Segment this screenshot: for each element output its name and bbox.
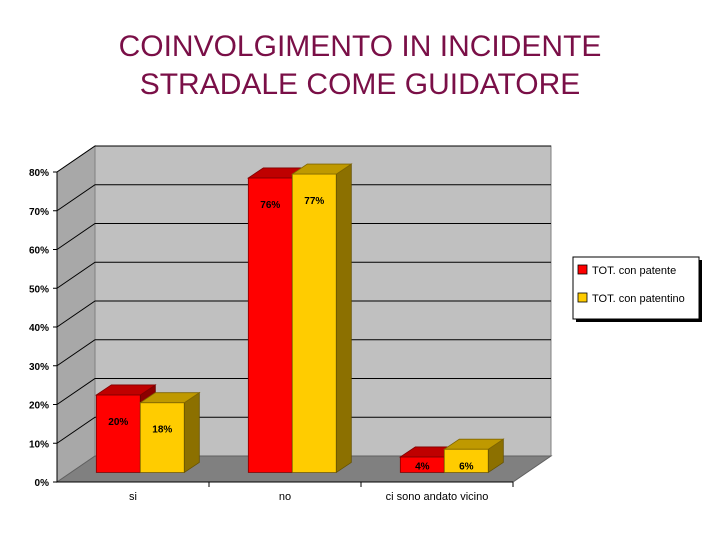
bar-front [247,177,293,473]
data-label: 77% [304,196,324,207]
y-tick-label: 60% [29,246,49,257]
gridlines [56,145,551,444]
data-label: 18% [152,425,172,436]
y-tick-label: 70% [29,207,49,218]
data-label: 20% [108,417,128,428]
bar-side [183,391,200,474]
title-line-2: STRADALE COME GUIDATORE [139,68,581,101]
gridline [56,300,551,328]
legend-label: TOT. con patente [592,265,676,277]
bar-side [335,163,352,474]
gridline [56,378,551,405]
data-label: 4% [415,461,430,472]
gridline [56,184,551,212]
bars: 20% 18% 76% 77% 4% 6% [94,163,505,474]
gridline [56,145,551,173]
bar-front [95,394,141,473]
bar-top [442,438,505,450]
bar-front [291,173,337,473]
legend-box [572,256,700,320]
bar-top [138,392,201,404]
legend: TOT. con patente TOT. con patentino [572,256,702,322]
legend-swatch [577,292,588,303]
x-category-label: ci sono andato vicino [386,491,489,503]
gridline [56,261,551,289]
bar-front [139,402,185,473]
y-tick-label: 20% [29,401,49,412]
data-label: 6% [459,461,474,472]
gridline [56,416,551,444]
legend-swatch [577,264,588,275]
axes: 0% 10% 20% 30% 40% 50% 60% 70% 80% si no ci sono an… [29,168,514,503]
y-tick-label: 80% [29,168,49,179]
y-tick-label: 0% [35,478,50,489]
x-category-label: si [129,491,137,503]
y-tick-label: 40% [29,323,49,334]
gridline [56,223,551,250]
gridline [56,339,551,367]
y-tick-label: 30% [29,362,49,373]
legend-label: TOT. con patentino [592,293,685,305]
bar-top [94,384,157,396]
bar-top [290,163,353,175]
y-tick-label: 50% [29,284,49,295]
chart-title: COINVOLGIMENTO IN INCIDENTE STRADALE COM… [0,28,720,104]
title-line-1: COINVOLGIMENTO IN INCIDENTE [118,30,602,63]
data-label: 76% [260,200,280,211]
y-tick-label: 10% [29,439,49,450]
x-category-label: no [279,491,291,503]
